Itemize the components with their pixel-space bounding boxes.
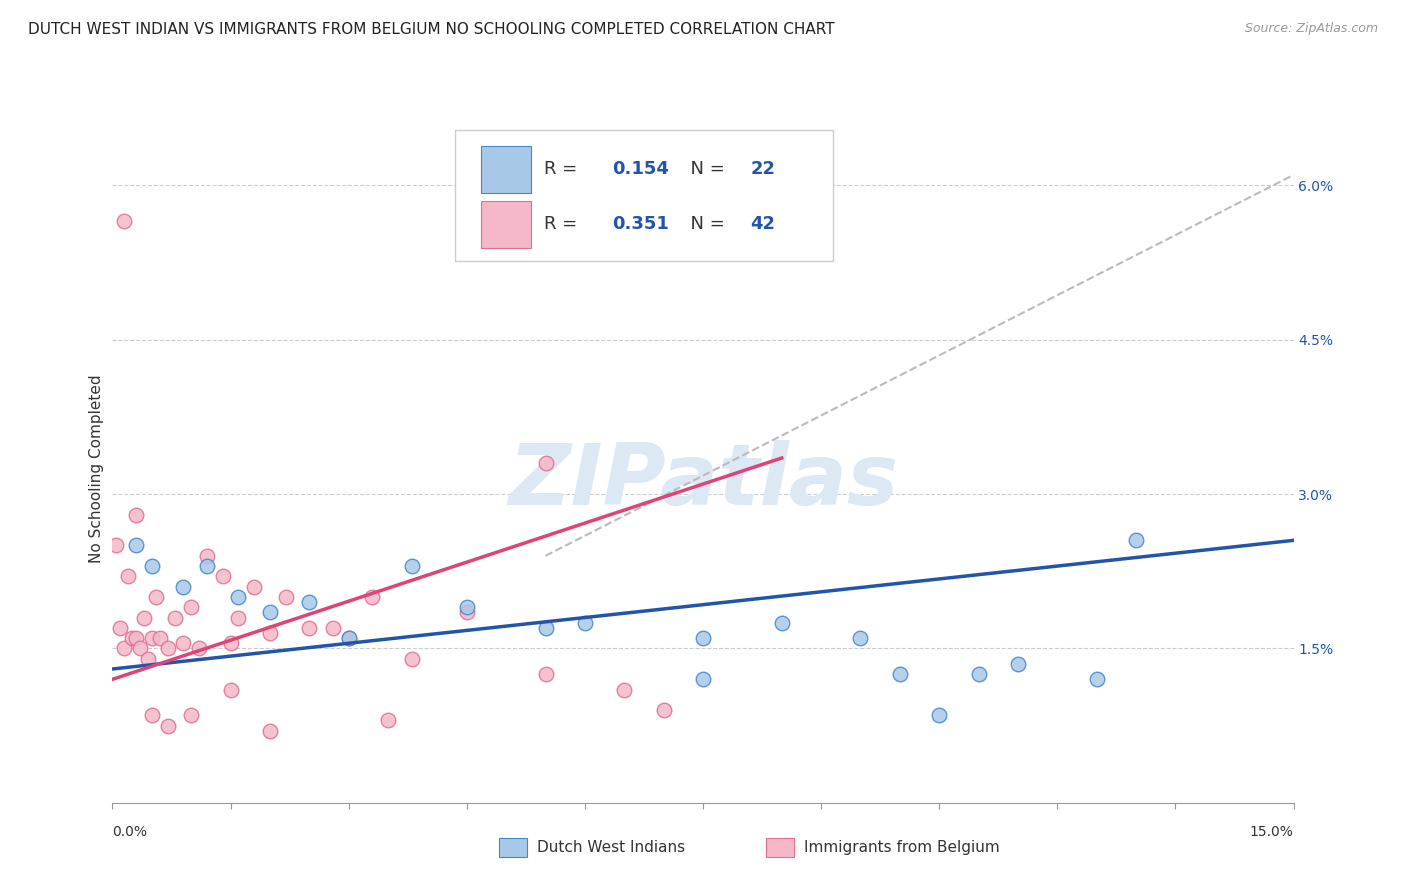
FancyBboxPatch shape bbox=[499, 838, 527, 857]
Point bbox=[401, 651, 423, 665]
Point bbox=[132, 610, 155, 624]
Point bbox=[1007, 657, 1029, 671]
Point bbox=[121, 631, 143, 645]
Point bbox=[112, 641, 135, 656]
Point bbox=[129, 641, 152, 656]
Point bbox=[110, 621, 132, 635]
Point bbox=[141, 559, 163, 574]
Text: R =: R = bbox=[544, 161, 582, 178]
Point bbox=[156, 718, 179, 732]
Text: Dutch West Indians: Dutch West Indians bbox=[537, 840, 685, 855]
Point bbox=[849, 631, 872, 645]
Point bbox=[259, 606, 281, 620]
Text: ZIPatlas: ZIPatlas bbox=[508, 440, 898, 524]
Text: R =: R = bbox=[544, 215, 582, 233]
Point bbox=[125, 631, 148, 645]
Point bbox=[652, 703, 675, 717]
Point bbox=[105, 539, 128, 553]
Text: 15.0%: 15.0% bbox=[1250, 825, 1294, 839]
Point bbox=[322, 621, 344, 635]
Text: 0.351: 0.351 bbox=[612, 215, 669, 233]
Point bbox=[141, 631, 163, 645]
Point bbox=[228, 590, 250, 604]
Point bbox=[377, 714, 399, 728]
Point bbox=[219, 636, 242, 650]
Point bbox=[172, 580, 194, 594]
FancyBboxPatch shape bbox=[456, 130, 832, 260]
FancyBboxPatch shape bbox=[481, 146, 530, 193]
Point bbox=[149, 631, 172, 645]
FancyBboxPatch shape bbox=[766, 838, 794, 857]
Text: DUTCH WEST INDIAN VS IMMIGRANTS FROM BELGIUM NO SCHOOLING COMPLETED CORRELATION : DUTCH WEST INDIAN VS IMMIGRANTS FROM BEL… bbox=[28, 22, 835, 37]
Y-axis label: No Schooling Completed: No Schooling Completed bbox=[89, 374, 104, 563]
Point bbox=[259, 626, 281, 640]
Point bbox=[574, 615, 596, 630]
Point bbox=[219, 682, 242, 697]
Point bbox=[337, 631, 360, 645]
Point bbox=[228, 610, 250, 624]
Point bbox=[692, 673, 714, 687]
Text: 0.154: 0.154 bbox=[612, 161, 669, 178]
Point bbox=[141, 708, 163, 723]
Point bbox=[534, 456, 557, 470]
Point bbox=[401, 559, 423, 574]
Point bbox=[136, 651, 159, 665]
Point bbox=[692, 631, 714, 645]
Point bbox=[1085, 673, 1108, 687]
Point bbox=[156, 641, 179, 656]
Text: 42: 42 bbox=[751, 215, 775, 233]
Point bbox=[456, 606, 478, 620]
Text: Immigrants from Belgium: Immigrants from Belgium bbox=[804, 840, 1000, 855]
Point bbox=[180, 708, 202, 723]
Point bbox=[180, 600, 202, 615]
Point bbox=[456, 600, 478, 615]
Point bbox=[1125, 533, 1147, 548]
Point bbox=[112, 214, 135, 228]
Point bbox=[361, 590, 384, 604]
Point bbox=[298, 621, 321, 635]
Point bbox=[243, 580, 266, 594]
Point bbox=[125, 508, 148, 522]
Point bbox=[928, 708, 950, 723]
Point bbox=[259, 723, 281, 738]
Point bbox=[195, 549, 218, 563]
Point bbox=[534, 621, 557, 635]
Point bbox=[145, 590, 167, 604]
Point bbox=[967, 667, 990, 681]
Point bbox=[770, 615, 793, 630]
Point bbox=[298, 595, 321, 609]
Point bbox=[337, 631, 360, 645]
Point bbox=[211, 569, 233, 583]
Point bbox=[165, 610, 187, 624]
Point bbox=[117, 569, 139, 583]
FancyBboxPatch shape bbox=[481, 201, 530, 248]
Text: 22: 22 bbox=[751, 161, 775, 178]
Point bbox=[274, 590, 297, 604]
Point bbox=[534, 667, 557, 681]
Text: Source: ZipAtlas.com: Source: ZipAtlas.com bbox=[1244, 22, 1378, 36]
Text: N =: N = bbox=[679, 161, 731, 178]
Point bbox=[125, 539, 148, 553]
Point bbox=[188, 641, 211, 656]
Point bbox=[195, 559, 218, 574]
Point bbox=[172, 636, 194, 650]
Point bbox=[889, 667, 911, 681]
Text: 0.0%: 0.0% bbox=[112, 825, 148, 839]
Text: N =: N = bbox=[679, 215, 731, 233]
Point bbox=[613, 682, 636, 697]
